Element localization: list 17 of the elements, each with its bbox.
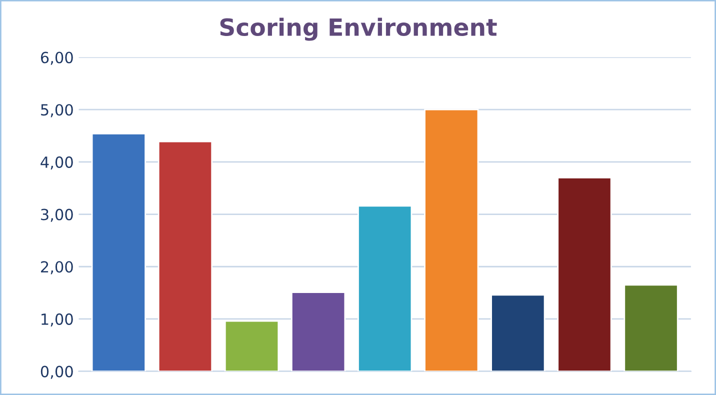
bar	[490, 294, 546, 372]
bar	[290, 292, 346, 372]
bar	[158, 140, 213, 372]
bar	[424, 108, 479, 372]
bar	[224, 320, 280, 372]
y-tick-label: 5,00	[41, 104, 73, 118]
bar	[557, 176, 612, 372]
bar	[358, 205, 412, 372]
y-tick-label: 2,00	[41, 261, 73, 274]
y-tick-label: 1,00	[42, 313, 73, 327]
y-tick-label: 0,00	[40, 366, 73, 379]
y-tick-label: 6,00	[40, 52, 73, 65]
bar	[91, 132, 146, 372]
chart-title: Scoring Environment	[220, 18, 497, 41]
y-tick-label: 4,00	[40, 156, 73, 170]
y-tick-label: 3,00	[41, 208, 73, 222]
bar	[624, 284, 678, 372]
